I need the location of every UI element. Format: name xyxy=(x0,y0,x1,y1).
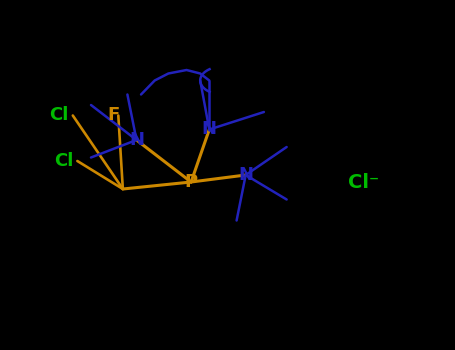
Text: Cl: Cl xyxy=(54,152,73,170)
Text: Cl: Cl xyxy=(50,106,69,125)
Text: N: N xyxy=(202,120,217,139)
Text: Cl⁻: Cl⁻ xyxy=(349,173,379,191)
Text: N: N xyxy=(129,131,144,149)
Text: F: F xyxy=(108,106,120,125)
Text: P: P xyxy=(185,173,197,191)
Text: N: N xyxy=(238,166,253,184)
